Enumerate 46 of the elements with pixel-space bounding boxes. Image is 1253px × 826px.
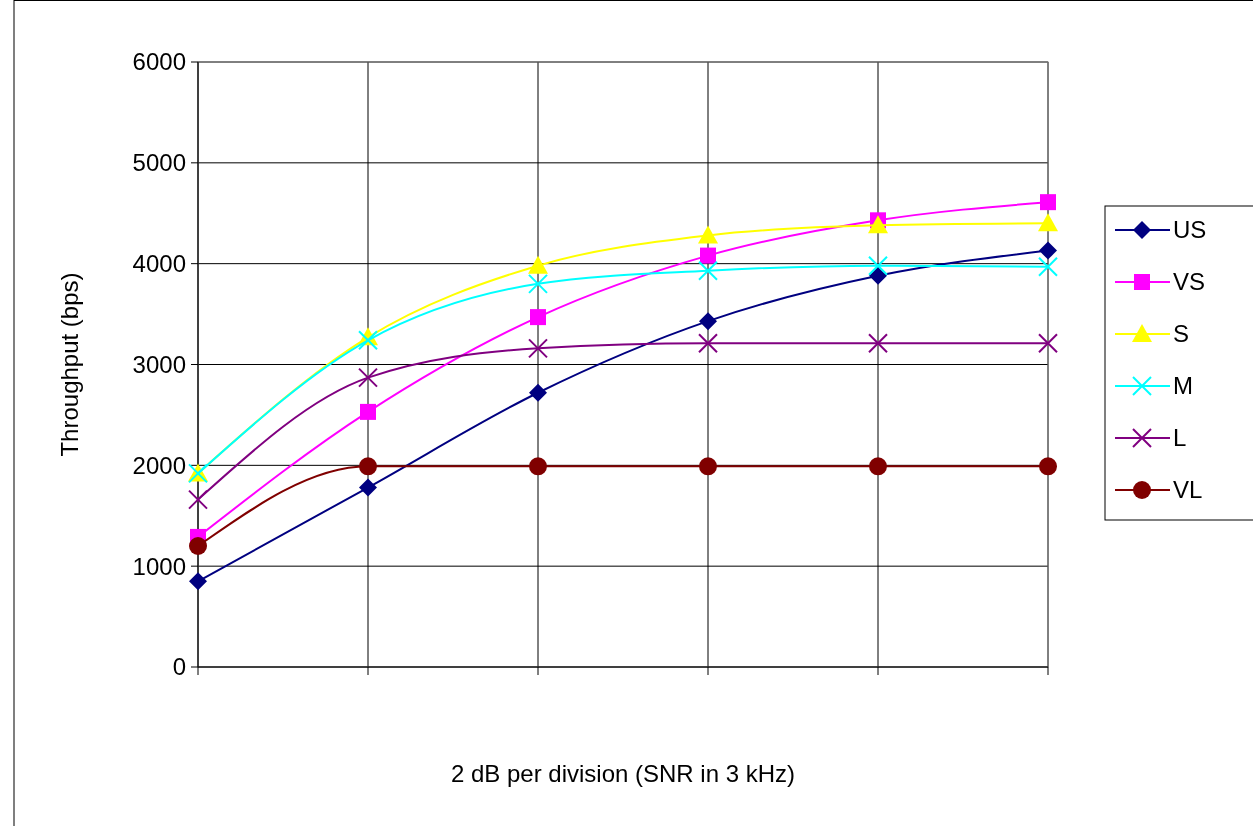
legend-label: S bbox=[1173, 320, 1190, 348]
point bbox=[529, 457, 547, 476]
point bbox=[699, 457, 717, 476]
point bbox=[359, 478, 377, 497]
point bbox=[868, 255, 888, 276]
point bbox=[359, 457, 377, 476]
x-axis-title: 2 dB per division (SNR in 3 kHz) bbox=[450, 760, 796, 787]
y-tick-label: 5000 bbox=[132, 149, 186, 177]
y-tick-label: 3000 bbox=[132, 350, 186, 378]
legend-label: L bbox=[1173, 424, 1187, 452]
point bbox=[1039, 241, 1057, 260]
point bbox=[868, 215, 888, 234]
y-tick-label: 2000 bbox=[132, 451, 186, 479]
point bbox=[1038, 256, 1058, 277]
point bbox=[528, 255, 548, 274]
legend-label: US bbox=[1173, 216, 1207, 244]
y-tick-label: 0 bbox=[172, 653, 186, 681]
point bbox=[358, 330, 378, 351]
point bbox=[189, 572, 207, 591]
point bbox=[528, 338, 548, 359]
point bbox=[530, 309, 546, 326]
point bbox=[869, 457, 887, 476]
y-tick-label: 1000 bbox=[132, 552, 186, 580]
y-axis-title: Throughput (bps) bbox=[56, 272, 83, 457]
point bbox=[360, 403, 376, 420]
point bbox=[869, 266, 887, 285]
point bbox=[528, 273, 548, 294]
point bbox=[188, 489, 208, 510]
legend-label: VL bbox=[1173, 476, 1203, 504]
point bbox=[1040, 194, 1056, 211]
point bbox=[698, 225, 718, 244]
point bbox=[868, 333, 888, 354]
point bbox=[1038, 333, 1058, 354]
point bbox=[698, 260, 718, 281]
point bbox=[700, 247, 716, 264]
legend-label: VS bbox=[1173, 268, 1206, 296]
point bbox=[1038, 213, 1058, 232]
point bbox=[1039, 457, 1057, 476]
y-tick-label: 6000 bbox=[132, 48, 186, 76]
point bbox=[189, 537, 207, 555]
point bbox=[698, 333, 718, 354]
legend-label: M bbox=[1173, 372, 1193, 400]
y-tick-label: 4000 bbox=[132, 250, 186, 278]
point bbox=[529, 383, 547, 402]
point bbox=[358, 367, 378, 388]
point bbox=[699, 312, 717, 331]
